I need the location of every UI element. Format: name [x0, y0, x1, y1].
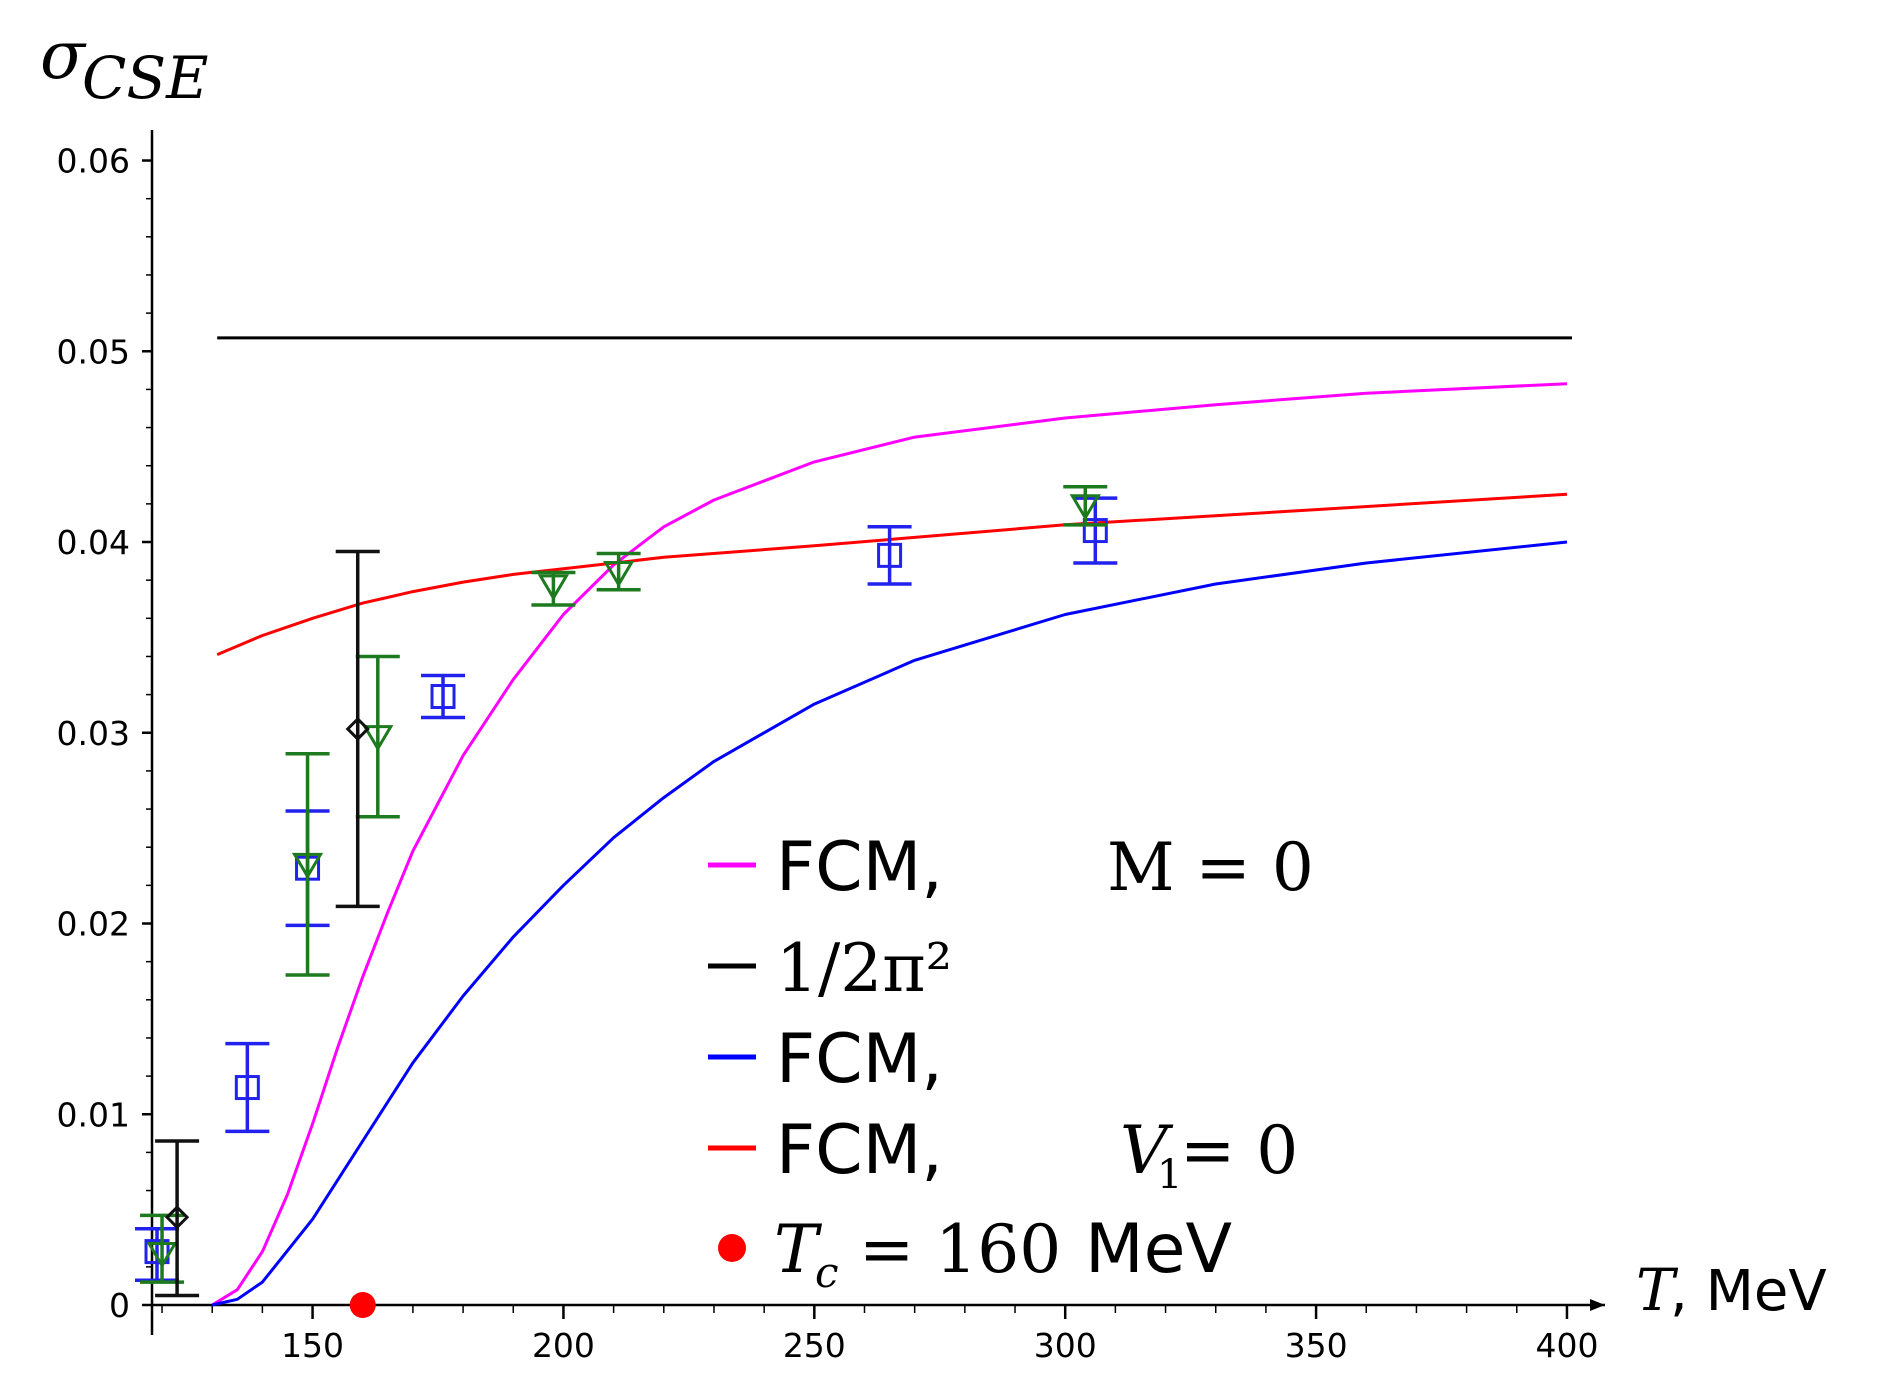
errorbar-layer [135, 484, 1118, 1298]
square-marker [1082, 518, 1108, 544]
x-axis-arrow [1590, 1299, 1605, 1311]
triangle-marker [146, 1242, 178, 1269]
y-axis-subscript: CSE [82, 44, 208, 112]
error-point [531, 570, 576, 607]
x-tick-label: 300 [1034, 1326, 1097, 1365]
x-axis-unit: , MeV [1670, 1259, 1827, 1324]
series-line-0 [211, 382, 1568, 1307]
y-tick-label: 0.05 [57, 332, 130, 371]
series-line-3 [216, 492, 1568, 656]
x-axis-label: T , MeV [1636, 1256, 1827, 1324]
legend-extra-sub: 1 [1157, 1152, 1182, 1198]
legend-tc-var: T [774, 1211, 823, 1288]
x-tick-label: 350 [1285, 1326, 1348, 1365]
axes-layer: 0 0.01 0.02 0.03 0.04 0.05 0.06 150 200 250 300 350… [57, 130, 1605, 1365]
legend-label: FCM, [776, 1111, 943, 1190]
legend-extra-var: V [1120, 1112, 1174, 1189]
triangle-marker [603, 561, 635, 588]
legend-label: 1/2π² [776, 930, 952, 1007]
tc-marker [349, 1292, 376, 1318]
error-point [596, 551, 641, 592]
error-point [225, 1041, 270, 1134]
legend-label: FCM, [776, 828, 943, 907]
y-tick-label: 0 [109, 1286, 130, 1325]
error-point [285, 751, 330, 977]
legend-tc-dot [718, 1234, 746, 1262]
error-point [335, 549, 380, 909]
y-tick-label: 0.03 [57, 714, 130, 753]
legend-item-inv-2pi2: 1/2π² [708, 930, 952, 1007]
triangle-marker [537, 574, 570, 601]
legend-item-fcm-v1: FCM, V 1 = 0 [708, 1111, 1298, 1198]
diamond-marker [164, 1205, 190, 1230]
y-axis-label: σ CSE [40, 17, 208, 112]
x-tick-label: 150 [281, 1326, 344, 1365]
square-marker [234, 1075, 260, 1101]
square-marker [430, 684, 456, 710]
error-point [355, 654, 400, 819]
legend-tc-eq: = 160 [838, 1211, 1082, 1288]
error-point [1063, 484, 1108, 527]
error-point [421, 673, 466, 720]
square-marker [877, 542, 903, 568]
error-point [155, 1139, 200, 1298]
y-tick-label: 0.01 [57, 1095, 130, 1134]
x-tick-label: 400 [1535, 1326, 1598, 1365]
legend: FCM, M = 0 1/2π² FCM, FCM, V 1 = 0 T c =… [708, 828, 1314, 1297]
legend-extra: M = 0 [1107, 829, 1314, 906]
legend-item-fcm: FCM, [708, 1020, 943, 1099]
y-tick-label: 0.06 [57, 142, 130, 181]
triangle-marker [291, 852, 324, 880]
y-axis-symbol: σ [40, 17, 87, 94]
legend-extra: = 0 [1180, 1112, 1298, 1189]
legend-tc-unit: MeV [1085, 1210, 1232, 1289]
y-tick-label: 0.02 [57, 905, 130, 944]
legend-item-tc: T c = 160 MeV [718, 1210, 1232, 1297]
diamond-marker [345, 716, 370, 742]
x-tick-label: 250 [783, 1326, 846, 1365]
legend-item-fcm-m0: FCM, M = 0 [708, 828, 1314, 907]
error-point [867, 525, 912, 586]
x-tick-label: 200 [532, 1326, 595, 1365]
triangle-marker [362, 725, 394, 752]
y-tick-label: 0.04 [57, 523, 130, 562]
series-line-2 [211, 540, 1568, 1307]
x-axis-variable: T [1636, 1256, 1679, 1324]
triangle-marker [1069, 494, 1101, 521]
legend-label: FCM, [776, 1020, 943, 1099]
square-marker [144, 1239, 170, 1265]
legend-tc-sub: c [815, 1248, 839, 1297]
